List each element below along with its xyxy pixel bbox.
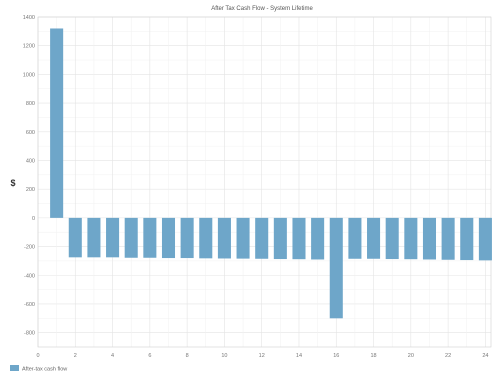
x-tick-label: 4 — [111, 353, 114, 359]
bar-20 — [404, 217, 418, 260]
x-tick-label: 2 — [74, 353, 77, 359]
bar-24 — [478, 217, 492, 261]
y-axis-label: $ — [10, 178, 15, 188]
bar-13 — [273, 217, 287, 260]
grid-lines — [37, 16, 492, 348]
y-tick-label: 800 — [26, 101, 35, 107]
bar-19 — [385, 217, 399, 260]
y-tick-label: 1000 — [23, 72, 35, 78]
y-tick-label: -400 — [24, 273, 35, 279]
x-tick-label: 0 — [36, 353, 39, 359]
bars — [50, 28, 492, 319]
y-tick-label: 1200 — [23, 44, 35, 50]
plot-border — [37, 16, 492, 348]
chart-title: After Tax Cash Flow - System Lifetime — [211, 6, 313, 12]
bar-8 — [180, 217, 194, 259]
y-tick-label: 0 — [32, 216, 35, 222]
bar-18 — [367, 217, 381, 259]
y-tick-label: -800 — [24, 331, 35, 337]
bar-23 — [460, 217, 474, 261]
x-tick-label: 14 — [296, 353, 302, 359]
bar-7 — [161, 217, 176, 259]
x-tick-label: 18 — [370, 353, 376, 359]
y-tick-label: -600 — [24, 302, 35, 308]
y-tick-label: 600 — [26, 130, 35, 136]
y-tick-label: 400 — [26, 158, 35, 164]
x-tick-label: 22 — [445, 353, 451, 359]
x-tick-label: 6 — [148, 353, 151, 359]
y-tick-label: -200 — [24, 245, 35, 251]
bar-14 — [292, 217, 306, 260]
legend-swatch — [10, 365, 19, 371]
bar-4 — [106, 217, 120, 258]
bar-22 — [441, 217, 455, 260]
x-tick-label: 12 — [259, 353, 265, 359]
bar-17 — [348, 217, 362, 259]
bar-12 — [255, 217, 269, 259]
bar-1 — [50, 28, 64, 218]
bar-10 — [217, 217, 231, 259]
bar-3 — [87, 217, 101, 258]
bar-5 — [124, 217, 138, 258]
x-tick-label: 10 — [221, 353, 227, 359]
legend: After-tax cash flow — [10, 365, 67, 373]
x-tick-labels: 0 2 4 6 8 10 12 14 16 18 20 22 24 — [36, 353, 488, 359]
y-tick-label: 200 — [26, 187, 35, 193]
x-tick-label: 8 — [186, 353, 189, 359]
x-tick-label: 20 — [408, 353, 414, 359]
bar-11 — [236, 217, 250, 259]
legend-label: After-tax cash flow — [22, 367, 67, 373]
x-tick-label: 16 — [333, 353, 339, 359]
x-tick-label: 24 — [482, 353, 488, 359]
y-tick-label: 1400 — [23, 15, 35, 21]
bar-15 — [311, 217, 325, 260]
y-tick-labels: -800 -600 -400 -200 0 200 400 600 800 1000 1200 140… — [23, 15, 35, 337]
bar-2 — [68, 217, 82, 258]
bar-6 — [143, 217, 157, 258]
bar-9 — [199, 217, 213, 259]
bar-21 — [422, 217, 437, 260]
bar-16 — [329, 217, 343, 319]
